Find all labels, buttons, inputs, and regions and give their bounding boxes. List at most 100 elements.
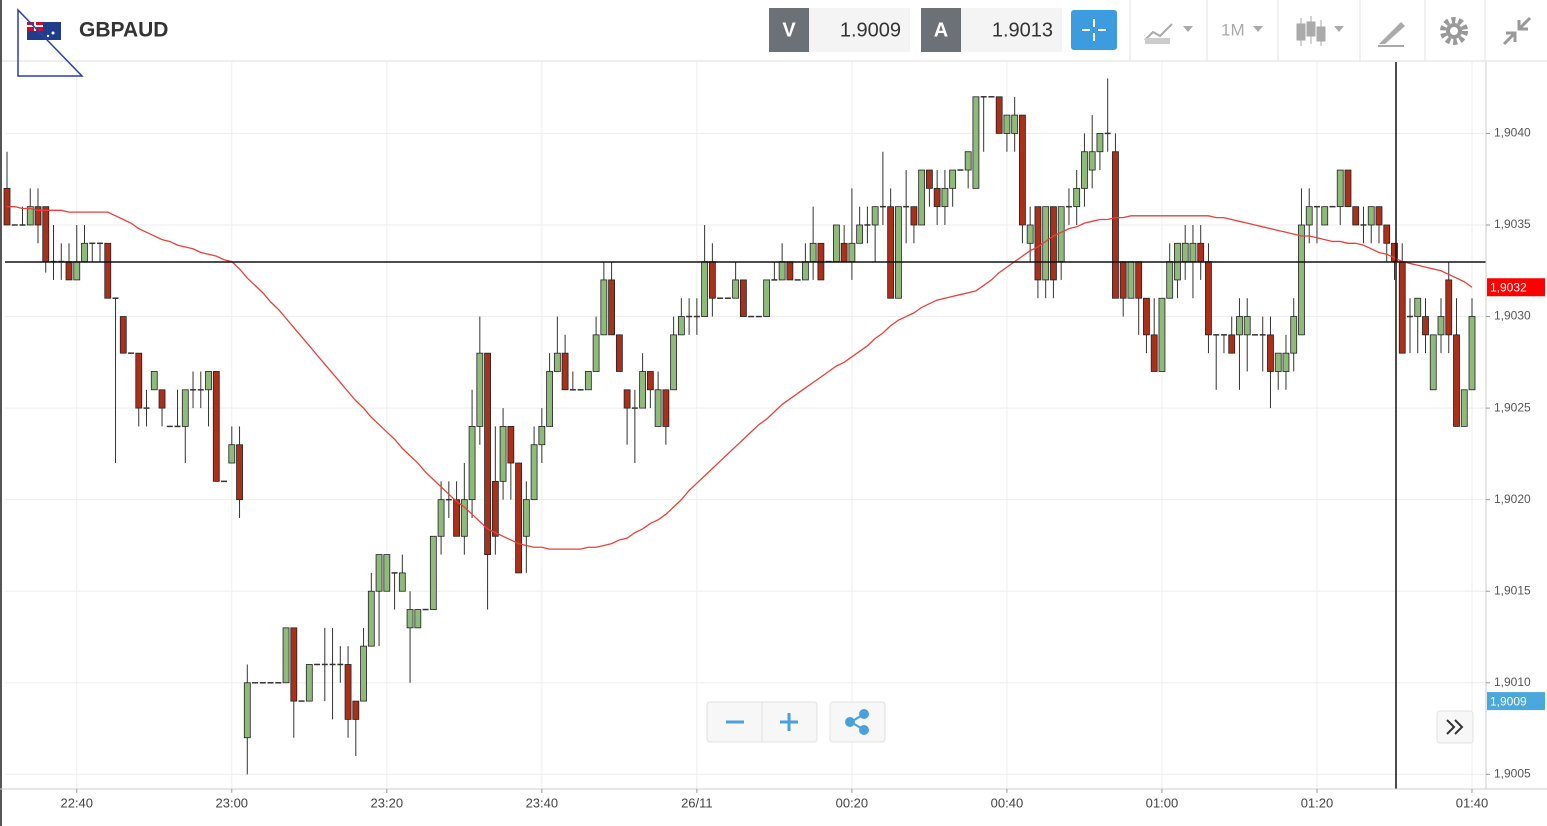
candle-body [65, 261, 73, 281]
candle-body [1096, 133, 1104, 153]
ask-price: 1.9013 [992, 19, 1053, 41]
candle-body [778, 261, 786, 281]
x-tick-label: 01:40 [1456, 795, 1489, 810]
candle-body [352, 700, 360, 720]
candle-body [964, 151, 972, 171]
candle-body [484, 352, 491, 556]
candle-body [491, 480, 499, 537]
draw-tool-button[interactable] [1378, 22, 1405, 47]
candle-body [848, 242, 856, 263]
price-marker-label: 1,9009 [1490, 694, 1527, 708]
candle-body [282, 627, 290, 684]
candle-body [1305, 206, 1313, 226]
candle-body [42, 206, 50, 263]
candle-body [181, 389, 189, 427]
ask-button[interactable] [921, 8, 961, 52]
candle-body [615, 334, 623, 372]
candle-body [1321, 206, 1329, 226]
candle-body [1267, 334, 1274, 372]
candle-body [809, 242, 817, 263]
candle-body [1011, 114, 1019, 134]
share-icon [845, 709, 869, 735]
candle-body [584, 371, 592, 391]
candle-body [1228, 334, 1236, 354]
settings-button[interactable] [1440, 17, 1468, 45]
candle-body [476, 352, 484, 427]
candle-body [1019, 114, 1026, 226]
candle-body [205, 371, 212, 391]
price-marker [1487, 692, 1545, 711]
bid-box [809, 8, 910, 52]
plot [3, 62, 1486, 789]
candle-body [995, 96, 1003, 134]
x-tick-label: 23:20 [371, 795, 404, 810]
candle-body [1453, 334, 1460, 427]
candle-body [910, 206, 918, 226]
zoom-controls [706, 701, 1474, 744]
moving-average [7, 206, 1473, 550]
y-tick-label: 1,9035 [1494, 217, 1531, 231]
candle-body [1290, 316, 1298, 354]
candle-body [1243, 316, 1251, 336]
x-tick-label: 22:40 [60, 795, 93, 810]
candle-body [1181, 242, 1189, 263]
y-tick-label: 1,9015 [1494, 583, 1531, 597]
candle-body [73, 261, 81, 281]
candle-body [398, 572, 406, 592]
x-tick-label: 01:20 [1301, 795, 1334, 810]
candle-body [150, 371, 158, 391]
candle-type-button[interactable] [1296, 16, 1344, 46]
candle-body [515, 462, 522, 574]
y-tick-label: 1,9010 [1494, 675, 1531, 689]
candle-body [926, 169, 933, 189]
bid-label: V [782, 19, 796, 41]
x-tick-label: 23:00 [216, 795, 249, 810]
candle-body [832, 224, 840, 263]
x-tick-label: 01:00 [1146, 795, 1179, 810]
candle-body [1026, 224, 1034, 244]
bid-button[interactable] [769, 8, 809, 52]
x-tick-label: 00:40 [991, 795, 1024, 810]
candle-body [1437, 316, 1445, 336]
candle-body [499, 426, 507, 482]
candle-body [344, 664, 352, 720]
candle-body [763, 279, 771, 317]
candle-body [135, 352, 143, 409]
crosshair-button[interactable] [1071, 10, 1117, 50]
candle-body [1166, 261, 1174, 299]
candle-body [786, 261, 794, 281]
y-tick-label: 1,9030 [1494, 309, 1531, 323]
zoom-in[interactable] [780, 713, 798, 731]
candle-body [414, 609, 422, 629]
candle-body [895, 206, 902, 299]
y-tick-label: 1,9020 [1494, 492, 1531, 506]
candle-body [429, 535, 437, 610]
candle-body [305, 664, 313, 702]
timeframe[interactable]: 1M [1221, 20, 1245, 39]
candle-body [360, 645, 367, 702]
candle-body [1298, 224, 1305, 336]
candle-body [1088, 151, 1096, 171]
candle-body [856, 224, 864, 244]
candle-body [104, 242, 112, 299]
candle-body [553, 352, 561, 372]
candle-body [26, 206, 34, 226]
candle-body [437, 499, 445, 537]
candle-body [383, 554, 391, 592]
candle-body [608, 279, 616, 336]
candle-body [1274, 352, 1282, 372]
candle-body [732, 279, 740, 299]
timeframe-caret [1253, 26, 1263, 32]
share-box[interactable] [829, 701, 886, 743]
candle-body [158, 389, 166, 409]
collapse-button[interactable] [1502, 16, 1532, 46]
candle-body [701, 261, 709, 317]
candle-body [1189, 242, 1197, 263]
candle-body [662, 389, 670, 427]
candle-body [453, 499, 460, 537]
candle-body [933, 187, 941, 208]
chart-type-button[interactable] [1144, 23, 1193, 44]
candle-body [406, 609, 414, 629]
candle-body [708, 261, 716, 299]
candle-body [1398, 261, 1406, 354]
